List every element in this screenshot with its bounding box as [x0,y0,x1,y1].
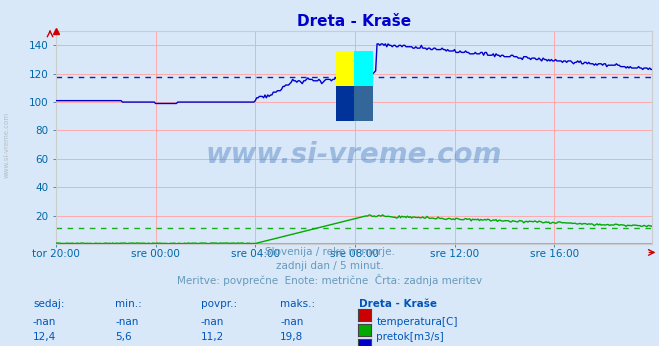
Text: Dreta - Kraše: Dreta - Kraše [359,299,437,309]
Text: -nan: -nan [201,317,224,327]
Text: 12,4: 12,4 [33,332,56,342]
Text: www.si-vreme.com: www.si-vreme.com [206,140,502,169]
Text: 19,8: 19,8 [280,332,303,342]
Text: 11,2: 11,2 [201,332,224,342]
Text: Meritve: povprečne  Enote: metrične  Črta: zadnja meritev: Meritve: povprečne Enote: metrične Črta:… [177,274,482,286]
Text: sedaj:: sedaj: [33,299,65,309]
Text: pretok[m3/s]: pretok[m3/s] [376,332,444,342]
Title: Dreta - Kraše: Dreta - Kraše [297,13,411,29]
Text: -nan: -nan [115,317,138,327]
Text: povpr.:: povpr.: [201,299,237,309]
Text: Slovenija / reke in morje.: Slovenija / reke in morje. [264,247,395,257]
Text: 5,6: 5,6 [115,332,132,342]
Text: zadnji dan / 5 minut.: zadnji dan / 5 minut. [275,261,384,271]
Text: maks.:: maks.: [280,299,315,309]
Text: min.:: min.: [115,299,142,309]
Text: temperatura[C]: temperatura[C] [376,317,458,327]
Text: -nan: -nan [33,317,56,327]
Text: -nan: -nan [280,317,303,327]
Text: www.si-vreme.com: www.si-vreme.com [3,112,10,179]
